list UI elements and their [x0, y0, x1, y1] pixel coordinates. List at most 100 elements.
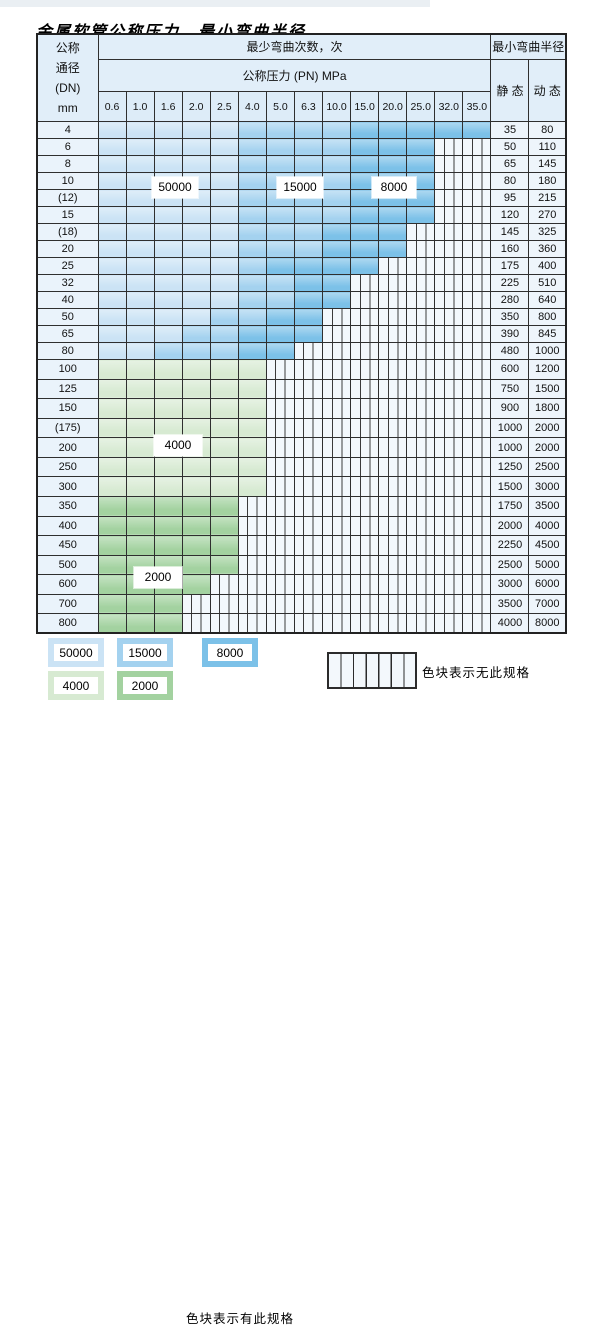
no-spec-cell [293, 495, 324, 517]
spec-cell-15000 [293, 138, 324, 156]
spec-cell-4000 [125, 417, 155, 439]
static-radius-cell: 3500 [490, 593, 530, 615]
spec-cell-4000 [237, 398, 267, 419]
no-spec-cell [462, 223, 492, 241]
no-spec-cell [350, 417, 380, 439]
spec-cell-4000 [97, 437, 127, 458]
pressure-column-header: 10.0 [321, 91, 352, 122]
page-top-shade [0, 0, 430, 7]
table-row: 350 1750 3500 [36, 495, 567, 517]
spec-cell-8000 [293, 325, 324, 343]
spec-cell-15000 [321, 172, 352, 190]
spec-cell-4000 [237, 417, 267, 439]
spec-cell-4000 [97, 417, 127, 439]
dynamic-radius-cell: 1000 [528, 342, 567, 360]
spec-cell-2000 [153, 515, 183, 537]
no-spec-cell [434, 476, 464, 497]
no-spec-cell [265, 378, 295, 400]
spec-cell-50000 [209, 121, 239, 139]
spec-cell-50000 [97, 121, 127, 139]
spec-cell-2000 [97, 613, 127, 634]
spec-cell-50000 [125, 308, 155, 326]
table-row: 65 390 845 [36, 325, 567, 343]
static-radius-cell: 390 [490, 325, 530, 343]
header-row-2: 公称压力 (PN) MPa 静 态 动 态 [37, 58, 567, 122]
spec-cell-50000 [125, 325, 155, 343]
no-spec-cell [462, 308, 492, 326]
no-spec-cell [321, 456, 352, 478]
spec-cell-50000 [125, 155, 155, 173]
table-row: 400 2000 4000 [36, 515, 567, 537]
spec-cell-4000 [153, 417, 183, 439]
no-spec-cell [406, 257, 436, 275]
static-radius-cell: 1000 [490, 417, 530, 439]
legend-swatch-8000: 8000 [202, 638, 258, 667]
spec-cell-8000 [265, 325, 295, 343]
spec-cell-2000 [125, 535, 155, 556]
no-spec-cell [434, 574, 464, 595]
no-spec-cell [293, 417, 324, 439]
static-radius-cell: 35 [490, 121, 530, 139]
no-spec-cell [406, 223, 436, 241]
spec-cell-50000 [97, 189, 127, 207]
dynamic-radius-cell: 2500 [528, 456, 567, 478]
spec-cell-50000 [181, 138, 211, 156]
static-radius-cell: 600 [490, 359, 530, 380]
no-spec-cell [434, 515, 464, 537]
spec-cell-2000 [97, 593, 127, 615]
no-spec-cell [406, 378, 436, 400]
spec-cell-50000 [181, 206, 211, 224]
no-spec-cell [434, 172, 464, 190]
dn-cell: 25 [36, 257, 99, 275]
no-spec-cell [237, 554, 267, 576]
no-spec-cell [350, 274, 380, 292]
spec-cell-8000 [237, 325, 267, 343]
spec-cell-2000 [97, 554, 127, 576]
dynamic-radius-cell: 3500 [528, 495, 567, 517]
spec-cell-15000 [321, 138, 352, 156]
spec-cell-8000 [237, 342, 267, 360]
no-spec-cell [378, 495, 408, 517]
spec-cell-50000 [97, 325, 127, 343]
table-row: 450 2250 4500 [36, 535, 567, 556]
no-spec-cell [265, 574, 295, 595]
no-spec-cell [237, 535, 267, 556]
no-spec-cell [350, 378, 380, 400]
no-spec-cell [350, 437, 380, 458]
spec-cell-4000 [209, 456, 239, 478]
no-spec-cell [462, 456, 492, 478]
spec-cell-50000 [181, 240, 211, 258]
spec-cell-15000 [237, 138, 267, 156]
no-spec-cell [293, 398, 324, 419]
dn-cell: 100 [36, 359, 99, 380]
spec-cell-50000 [181, 308, 211, 326]
spec-cell-15000 [265, 223, 295, 241]
spec-cell-15000 [321, 189, 352, 207]
spec-cell-2000 [181, 574, 211, 595]
no-spec-cell [406, 342, 436, 360]
no-spec-cell [434, 593, 464, 615]
spec-cell-50000 [97, 240, 127, 258]
spec-cell-50000 [97, 138, 127, 156]
no-spec-cell [265, 456, 295, 478]
spec-cell-8000 [321, 223, 352, 241]
no-spec-cell [434, 495, 464, 517]
no-spec-label: 色块表示无此规格 [422, 666, 531, 680]
no-spec-cell [293, 437, 324, 458]
spec-cell-4000 [209, 437, 239, 458]
spec-cell-50000 [97, 257, 127, 275]
no-spec-cell [462, 535, 492, 556]
spec-cell-8000 [434, 121, 464, 139]
spec-cell-50000 [153, 121, 183, 139]
no-spec-cell [378, 325, 408, 343]
no-spec-cell [321, 417, 352, 439]
pressure-column-header: 2.5 [209, 91, 239, 122]
static-radius-cell: 2250 [490, 535, 530, 556]
no-spec-cell [293, 593, 324, 615]
dn-cell: 65 [36, 325, 99, 343]
dn-cell: 10 [36, 172, 99, 190]
static-radius-cell: 80 [490, 172, 530, 190]
static-radius-cell: 280 [490, 291, 530, 309]
spec-cell-15000 [293, 240, 324, 258]
spec-cell-4000 [125, 378, 155, 400]
